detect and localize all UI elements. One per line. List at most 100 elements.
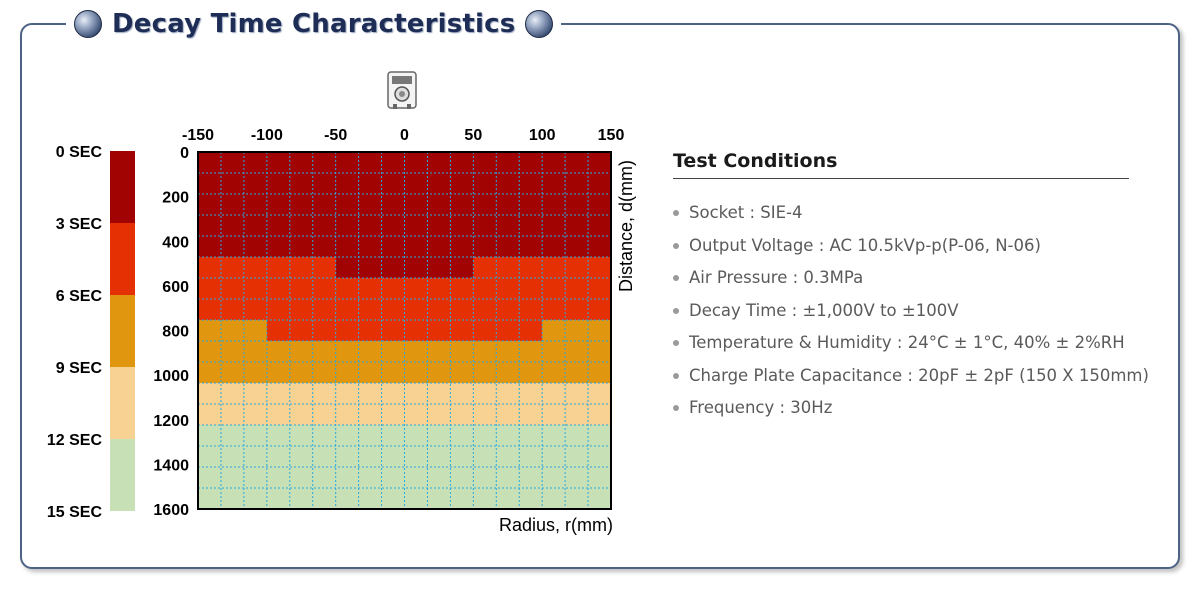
heatmap-cell bbox=[358, 173, 382, 195]
heatmap-cell bbox=[404, 425, 428, 447]
bullet-icon bbox=[673, 340, 679, 347]
heatmap-cell bbox=[198, 194, 222, 216]
heatmap-cell bbox=[427, 488, 451, 510]
heatmap-cell bbox=[198, 341, 222, 363]
heatmap-cell bbox=[450, 404, 474, 426]
heatmap-cell bbox=[404, 467, 428, 489]
heatmap-cell bbox=[473, 488, 497, 510]
heatmap-cell bbox=[198, 362, 222, 384]
heatmap-cell bbox=[588, 404, 612, 426]
heatmap-cell bbox=[243, 173, 268, 195]
heatmap-cell bbox=[496, 194, 520, 216]
bullet-icon bbox=[673, 210, 679, 217]
heatmap-cell bbox=[266, 320, 291, 342]
heatmap-cell bbox=[450, 467, 474, 489]
legend-labels: 0 SEC 3 SEC 6 SEC 9 SEC 12 SEC 15 SEC bbox=[47, 144, 103, 521]
test-conditions-heading: Test Conditions bbox=[673, 150, 1129, 179]
heatmap-cell bbox=[565, 446, 589, 468]
y-tick-label: 800 bbox=[162, 324, 189, 341]
heatmap-cell bbox=[404, 299, 428, 321]
heatmap-cell bbox=[588, 215, 612, 237]
heatmap-cell bbox=[220, 362, 245, 384]
heatmap-cell bbox=[358, 215, 382, 237]
title-bullet-right-icon bbox=[525, 10, 554, 38]
x-axis-label: Radius, r(mm) bbox=[499, 515, 613, 535]
bullet-icon bbox=[673, 307, 679, 314]
heatmap-cell bbox=[312, 467, 336, 489]
heatmap-cell bbox=[312, 278, 336, 300]
heatmap-cell bbox=[289, 320, 314, 342]
heatmap-cell bbox=[198, 425, 222, 447]
heatmap-cell bbox=[220, 320, 245, 342]
heatmap-cell bbox=[519, 425, 543, 447]
heatmap-cell bbox=[588, 446, 612, 468]
heatmap-cell bbox=[243, 215, 268, 237]
heatmap-cell bbox=[450, 173, 474, 195]
heatmap-cell bbox=[312, 446, 336, 468]
heatmap-cell bbox=[266, 404, 291, 426]
heatmap-cell bbox=[450, 488, 474, 510]
heatmap-cell bbox=[496, 215, 520, 237]
condition-charge-plate-capacitance: Charge Plate Capacitance : 20pF ± 2pF (1… bbox=[673, 360, 1173, 393]
heatmap-cell bbox=[404, 278, 428, 300]
heatmap-cell bbox=[243, 362, 268, 384]
legend-band bbox=[110, 439, 135, 511]
heatmap-cell bbox=[565, 383, 589, 405]
legend-label: 15 SEC bbox=[47, 504, 103, 521]
heatmap-cell bbox=[358, 341, 382, 363]
heatmap-cell bbox=[565, 215, 589, 237]
heatmap-cell bbox=[496, 446, 520, 468]
heatmap-cell bbox=[381, 152, 405, 174]
heatmap-cell bbox=[473, 278, 497, 300]
heatmap-cell bbox=[266, 194, 291, 216]
heatmap-cell bbox=[588, 236, 612, 258]
heatmap-cell bbox=[404, 404, 428, 426]
heatmap-cell bbox=[519, 362, 543, 384]
heatmap-cell bbox=[312, 299, 336, 321]
heatmap-cell bbox=[220, 194, 245, 216]
heatmap-cell bbox=[519, 194, 543, 216]
heatmap-cell bbox=[565, 152, 589, 174]
heatmap-cell bbox=[358, 446, 382, 468]
heatmap-cell bbox=[519, 383, 543, 405]
heatmap-cell bbox=[358, 257, 382, 279]
heatmap-cell bbox=[381, 425, 405, 447]
heatmap-cell bbox=[335, 152, 359, 174]
heatmap-cell bbox=[220, 152, 245, 174]
heatmap-cell bbox=[404, 194, 428, 216]
heatmap-cell bbox=[473, 215, 497, 237]
heatmap-cell bbox=[542, 362, 566, 384]
heatmap-cell bbox=[312, 425, 336, 447]
heatmap-cell bbox=[588, 173, 612, 195]
y-tick-label: 0 bbox=[180, 145, 189, 162]
heatmap-cell bbox=[289, 404, 314, 426]
heatmap-cell bbox=[289, 194, 314, 216]
heatmap-cell bbox=[266, 425, 291, 447]
heatmap-cell bbox=[450, 425, 474, 447]
heatmap-cell bbox=[198, 173, 222, 195]
x-tick-labels: -150 -100 -50 0 50 100 150 bbox=[182, 127, 624, 144]
heatmap-cell bbox=[519, 299, 543, 321]
y-axis-label: Distance, d(mm) bbox=[616, 160, 636, 292]
x-tick-label: -50 bbox=[324, 127, 347, 144]
ionizer-device-icon bbox=[387, 71, 417, 109]
heatmap-cells bbox=[198, 152, 612, 510]
heatmap-cell bbox=[588, 320, 612, 342]
heatmap-cell bbox=[588, 467, 612, 489]
heatmap-cell bbox=[358, 236, 382, 258]
legend-band bbox=[110, 367, 135, 439]
heatmap-cell bbox=[588, 488, 612, 510]
heatmap-cell bbox=[312, 236, 336, 258]
heatmap-cell bbox=[312, 488, 336, 510]
heatmap-cell bbox=[542, 404, 566, 426]
heatmap-cell bbox=[404, 257, 428, 279]
heatmap-cell bbox=[266, 488, 291, 510]
heatmap-cell bbox=[450, 278, 474, 300]
legend-label: 6 SEC bbox=[56, 288, 103, 305]
decay-time-heatmap: 0 SEC 3 SEC 6 SEC 9 SEC 12 SEC 15 SEC -150 -10… bbox=[47, 71, 636, 535]
heatmap-cell bbox=[404, 446, 428, 468]
heatmap-cell bbox=[358, 194, 382, 216]
heatmap-cell bbox=[427, 383, 451, 405]
bullet-icon bbox=[673, 372, 679, 379]
heatmap-cell bbox=[198, 215, 222, 237]
